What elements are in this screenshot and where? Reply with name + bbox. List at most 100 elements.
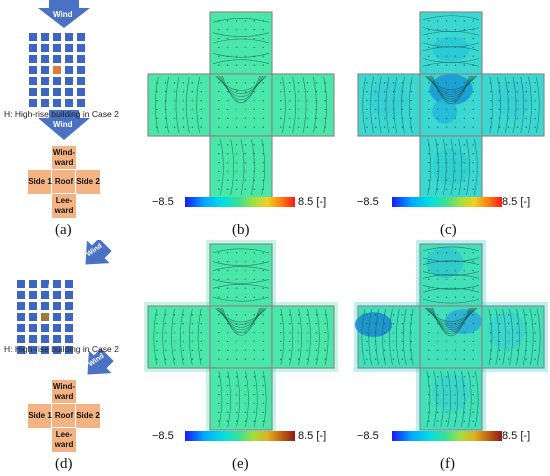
city-block bbox=[29, 280, 37, 288]
city-block bbox=[65, 324, 73, 332]
face-roof bbox=[209, 305, 273, 369]
city-block bbox=[65, 291, 73, 299]
face-leeward bbox=[419, 367, 483, 431]
city-block bbox=[41, 99, 49, 107]
panel-label-f: (f) bbox=[440, 456, 455, 472]
block-grid-a bbox=[29, 33, 85, 107]
colorbar-max-c: 8.5 [-] bbox=[502, 196, 531, 208]
city-block bbox=[29, 77, 37, 85]
caption-d: H: High-rise building in Case 2 bbox=[4, 344, 119, 354]
block-grid-d bbox=[17, 280, 73, 354]
city-block bbox=[53, 77, 61, 85]
city-block bbox=[29, 66, 37, 74]
highrise-block bbox=[53, 66, 61, 74]
city-block bbox=[29, 291, 37, 299]
city-block bbox=[17, 302, 25, 310]
city-block bbox=[17, 324, 25, 332]
city-block bbox=[65, 77, 73, 85]
net-windward-d bbox=[51, 379, 77, 405]
panel-label-b: (b) bbox=[232, 222, 250, 238]
net-roof-d bbox=[51, 403, 77, 429]
city-block bbox=[53, 280, 61, 288]
highrise-marker-d: H bbox=[48, 285, 53, 291]
city-block bbox=[77, 77, 85, 85]
building-net-d bbox=[27, 379, 101, 453]
face-leeward bbox=[209, 135, 273, 199]
city-block bbox=[65, 302, 73, 310]
city-block bbox=[29, 302, 37, 310]
city-block bbox=[41, 33, 49, 41]
colorbar-min-f: −8.5 bbox=[357, 430, 379, 442]
highrise-marker-a: H bbox=[61, 36, 66, 42]
face-side2 bbox=[271, 73, 335, 137]
contour-panel-f bbox=[354, 240, 548, 434]
city-block bbox=[29, 313, 37, 321]
net-side1-a bbox=[27, 169, 53, 195]
contour-panel-e bbox=[144, 240, 338, 434]
city-block bbox=[17, 291, 25, 299]
city-block bbox=[53, 99, 61, 107]
city-block bbox=[65, 280, 73, 288]
city-block bbox=[53, 346, 61, 354]
city-block bbox=[41, 55, 49, 63]
net-side2-a bbox=[75, 169, 101, 195]
city-block bbox=[77, 44, 85, 52]
city-block bbox=[77, 55, 85, 63]
face-side1 bbox=[354, 305, 421, 369]
city-block bbox=[53, 324, 61, 332]
wind-label-a2: Wind bbox=[53, 120, 73, 129]
city-block bbox=[41, 346, 49, 354]
colorbar-min-b: −8.5 bbox=[152, 196, 174, 208]
city-block bbox=[65, 33, 73, 41]
colorbar-max-e: 8.5 [-] bbox=[298, 430, 327, 442]
highrise-block bbox=[41, 313, 49, 321]
city-block bbox=[41, 66, 49, 74]
colorbar-f bbox=[392, 431, 502, 441]
face-roof bbox=[209, 73, 273, 137]
contour-panel-b bbox=[147, 11, 335, 199]
wind-label-a: Wind bbox=[53, 10, 73, 19]
caption-a: H: High-rise building in Case 2 bbox=[4, 109, 119, 119]
net-leeward-a bbox=[51, 193, 77, 219]
net-windward-a bbox=[51, 145, 77, 171]
city-block bbox=[65, 313, 73, 321]
face-side2 bbox=[481, 305, 545, 369]
city-block bbox=[17, 280, 25, 288]
contour-panel-c bbox=[357, 11, 545, 199]
schematic-d-graphic bbox=[17, 240, 114, 375]
city-block bbox=[29, 33, 37, 41]
city-block bbox=[65, 66, 73, 74]
city-block bbox=[53, 291, 61, 299]
city-block bbox=[53, 302, 61, 310]
panel-label-a: (a) bbox=[55, 222, 72, 238]
colorbar-max-f: 8.5 [-] bbox=[502, 430, 531, 442]
net-label-leeward-d: Lee- ward bbox=[54, 430, 74, 449]
face-side2 bbox=[481, 73, 545, 137]
panel-label-c: (c) bbox=[440, 222, 457, 238]
net-side2-d bbox=[75, 403, 101, 429]
city-block bbox=[77, 33, 85, 41]
colorbar-b bbox=[185, 197, 295, 207]
face-windward bbox=[209, 243, 273, 307]
face-side2 bbox=[271, 305, 335, 369]
city-block bbox=[65, 99, 73, 107]
city-block bbox=[65, 44, 73, 52]
panel-label-d: (d) bbox=[55, 456, 73, 472]
colorbar-c bbox=[392, 197, 502, 207]
city-block bbox=[41, 302, 49, 310]
city-block bbox=[77, 66, 85, 74]
city-block bbox=[29, 88, 37, 96]
net-side1-d bbox=[27, 403, 53, 429]
face-side1 bbox=[147, 305, 211, 369]
city-block bbox=[65, 335, 73, 343]
face-roof bbox=[419, 73, 483, 137]
city-block bbox=[77, 99, 85, 107]
face-leeward bbox=[209, 367, 273, 431]
highrise-label-block bbox=[53, 44, 61, 52]
city-block bbox=[29, 44, 37, 52]
face-leeward bbox=[419, 135, 483, 199]
building-net-a bbox=[27, 145, 101, 219]
city-block bbox=[41, 280, 49, 288]
net-label-windward-a: Wind- ward bbox=[52, 148, 76, 167]
